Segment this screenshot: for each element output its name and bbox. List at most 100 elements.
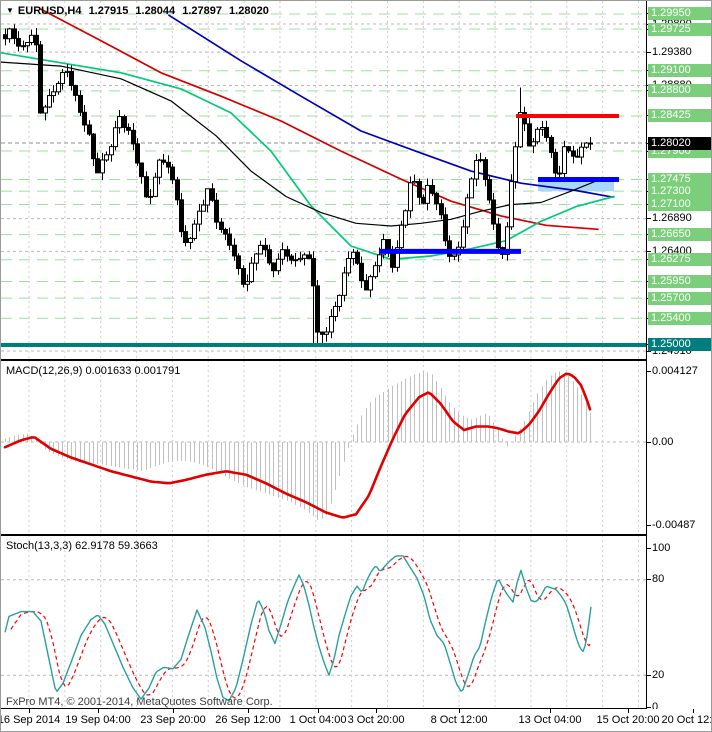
candle-body — [104, 154, 109, 161]
candle-body — [21, 45, 26, 48]
support-zone-rectangle[interactable] — [538, 179, 614, 192]
candle-body — [245, 281, 250, 285]
candle-body — [562, 146, 567, 175]
candle-body — [100, 159, 105, 174]
candle-body — [346, 258, 351, 274]
candle-body — [47, 95, 52, 108]
price-level-badge: 1.29725 — [648, 22, 711, 36]
stoch-name: Stoch(13,3,3) — [6, 540, 73, 552]
candle-body — [509, 181, 514, 228]
price-level-badge: 1.28800 — [648, 84, 711, 98]
candle-body — [166, 161, 171, 168]
candle-body — [78, 94, 83, 113]
candle-body — [333, 305, 338, 317]
candle-body — [267, 249, 272, 264]
platform-copyright: FxPro MT4, © 2001-2014, MetaQuotes Softw… — [6, 696, 273, 708]
time-label: 23 Sep 20:00 — [140, 714, 206, 726]
candle-body — [69, 70, 74, 86]
ma-green-line — [1, 51, 615, 261]
macd-main-value: 0.001633 — [85, 365, 132, 377]
candle-body — [210, 188, 215, 201]
candle-body — [298, 257, 303, 261]
candle-body — [320, 331, 325, 335]
candle-body — [377, 254, 382, 267]
candle-body — [179, 199, 184, 233]
candle-body — [131, 129, 136, 145]
candle-body — [373, 265, 378, 278]
candle-body — [60, 72, 65, 84]
candle-body — [527, 123, 532, 147]
ma-black-line — [1, 61, 597, 227]
candle-body — [201, 204, 206, 212]
candle-body — [280, 249, 285, 260]
candle-body — [197, 210, 202, 225]
candle-body — [412, 181, 417, 184]
price-level-badge: 1.27475 — [648, 172, 711, 186]
candle-body — [531, 141, 536, 147]
candle-body — [430, 184, 435, 194]
time-scale[interactable]: 16 Sep 2014 19 Sep 04:00 23 Sep 20:00 26 Se… — [0, 709, 711, 731]
candle-body — [368, 276, 373, 291]
candle-body — [452, 254, 457, 257]
candle-body — [496, 223, 501, 249]
current-price-badge: 1.28020 — [648, 136, 711, 150]
candle-body — [219, 221, 224, 230]
candle-body — [87, 124, 92, 135]
candle-body — [443, 214, 448, 242]
time-label: 26 Sep 12:00 — [215, 714, 281, 726]
time-label: 15 Oct 20:00 — [596, 714, 660, 726]
candle-body — [289, 255, 294, 261]
macd-indicator-pane[interactable] — [1, 360, 647, 535]
candle-body — [549, 136, 554, 153]
candle-body — [403, 210, 408, 226]
axis-price-label: 1.24910 — [652, 344, 692, 357]
ma-blue-line — [168, 14, 614, 199]
symbol-dropdown-icon[interactable]: ▼ — [6, 6, 14, 15]
time-axis-tick — [318, 709, 319, 713]
stoch-d-line — [10, 555, 592, 699]
symbol-timeframe: EURUSD,H4 — [17, 5, 82, 17]
candle-body — [571, 150, 576, 157]
candle-body — [29, 34, 34, 44]
candle-body — [65, 70, 70, 74]
candle-body — [518, 112, 523, 148]
main-chart-pane[interactable] — [1, 1, 647, 360]
time-axis-tick — [173, 709, 174, 713]
time-axis-tick — [29, 709, 30, 713]
candle-body — [483, 159, 488, 181]
stochastic-indicator-label: Stoch(13,3,3) 62.9178 59.3663 — [6, 539, 158, 553]
axis-price-label: 1.26890 — [652, 212, 692, 225]
candle-body — [254, 253, 259, 264]
candle-body — [487, 179, 492, 201]
candle-body — [557, 172, 562, 175]
candle-body — [148, 195, 153, 198]
candle-body — [271, 262, 276, 272]
candle-body — [522, 112, 527, 125]
candle-body — [192, 223, 197, 239]
candle-body — [381, 239, 386, 256]
candle-body — [311, 258, 316, 287]
chart-ohlc-header: ▼ EURUSD,H4 1.27915 1.28044 1.27897 1.280… — [6, 4, 273, 18]
ma-red-line — [40, 8, 599, 231]
candle-body — [359, 262, 364, 282]
candle-body — [447, 240, 452, 257]
stoch-k-line — [4, 555, 592, 702]
candle-body — [73, 84, 78, 96]
candle-body — [324, 331, 329, 335]
teal-level-badge: 1.25000 — [648, 338, 711, 352]
candle-body — [364, 280, 369, 291]
price-scale-border — [646, 1, 647, 709]
stochastic-indicator-pane[interactable] — [1, 535, 647, 709]
candle-body — [491, 199, 496, 225]
time-label: 16 Sep 2014 — [0, 714, 61, 726]
time-axis-tick — [376, 709, 377, 713]
time-axis-tick — [693, 709, 694, 713]
axis-price-label: 1.29800 — [652, 17, 692, 30]
time-label: 8 Oct 12:00 — [430, 714, 488, 726]
candle-body — [223, 228, 228, 235]
ohlc-high: 1.28044 — [135, 5, 176, 17]
candle-body — [421, 196, 426, 204]
candle-body — [214, 199, 219, 223]
candle-body — [434, 192, 439, 205]
